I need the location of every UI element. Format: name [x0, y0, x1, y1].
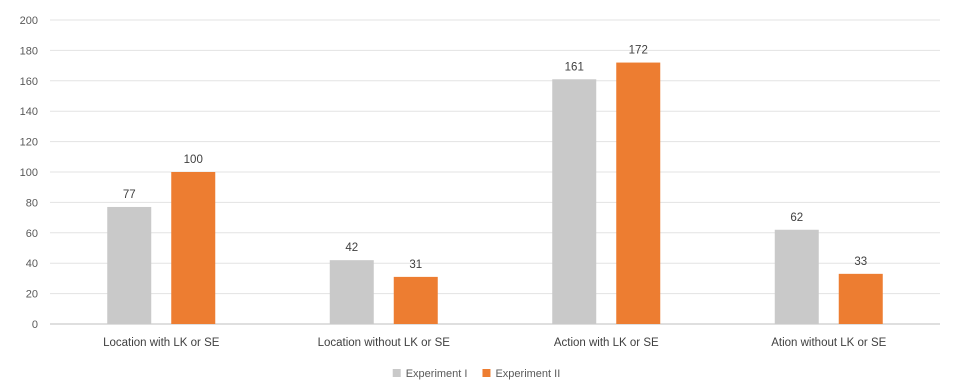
bar: [329, 260, 374, 324]
bar: [393, 276, 438, 324]
data-label: 31: [409, 259, 422, 271]
y-tick-label: 160: [20, 76, 38, 88]
legend-swatch: [482, 369, 491, 377]
data-label: 172: [629, 45, 648, 57]
bar: [171, 172, 216, 324]
y-tick-label: 120: [20, 137, 38, 149]
legend-label: Experiment I: [406, 368, 468, 380]
data-label: 77: [123, 189, 136, 201]
x-axis: Location with LK or SE Location without L…: [103, 337, 887, 349]
y-tick-label: 80: [26, 197, 38, 209]
x-category-label: Location without LK or SE: [318, 337, 451, 349]
y-tick-label: 0: [32, 319, 38, 331]
data-label: 62: [790, 212, 803, 224]
data-label: 161: [565, 61, 584, 73]
x-category-label: Ation without LK or SE: [771, 337, 886, 349]
data-label: 42: [345, 242, 358, 254]
x-category-label: Location with LK or SE: [103, 337, 220, 349]
bar: [616, 62, 661, 325]
bars: [107, 62, 883, 325]
data-labels: 77 100 42 31 161 172 62 33: [123, 45, 867, 271]
y-tick-label: 20: [26, 289, 38, 301]
y-tick-label: 140: [20, 106, 38, 118]
y-tick-label: 40: [26, 258, 38, 270]
data-label: 100: [184, 154, 203, 166]
data-label: 33: [854, 256, 867, 268]
y-tick-label: 100: [20, 167, 38, 179]
legend-swatch: [392, 369, 401, 377]
y-axis: 0 20 40 60 80 100 120 140 160 180 200: [20, 15, 38, 331]
bar: [838, 273, 883, 324]
x-category-label: Action with LK or SE: [554, 337, 659, 349]
bar: [774, 229, 819, 324]
bar: [107, 206, 152, 324]
bar: [552, 79, 597, 324]
y-tick-label: 60: [26, 228, 38, 240]
legend-label: Experiment II: [495, 368, 560, 380]
legend: Experiment I Experiment II: [392, 368, 560, 380]
y-tick-label: 180: [20, 45, 38, 57]
y-tick-label: 200: [20, 15, 38, 27]
